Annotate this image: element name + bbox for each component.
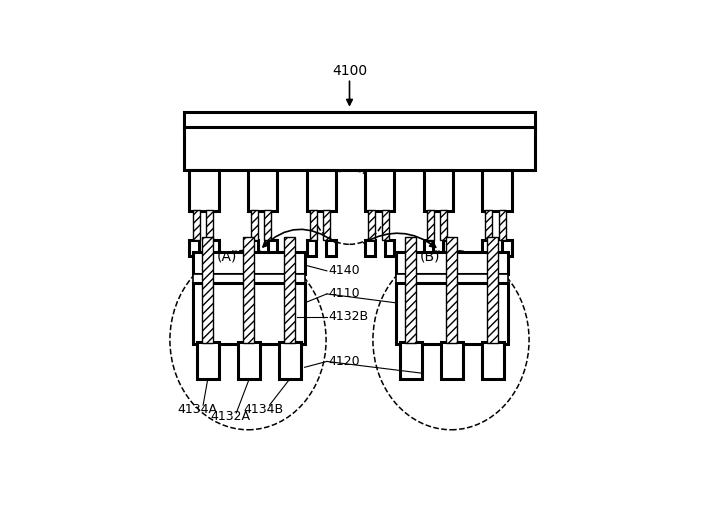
Bar (193, 274, 305, 285)
Bar (427, 210, 434, 240)
Bar (396, 274, 508, 285)
Bar (279, 342, 301, 379)
Bar (285, 237, 295, 343)
Bar (206, 210, 213, 240)
Bar (268, 240, 278, 256)
Bar (487, 237, 498, 343)
Bar (209, 240, 219, 256)
Bar (447, 237, 457, 343)
Bar (502, 240, 512, 256)
Text: 4134A: 4134A (177, 403, 217, 416)
Bar (482, 342, 504, 379)
Bar (248, 170, 278, 211)
Text: 4132A: 4132A (210, 410, 250, 423)
Bar (396, 283, 508, 344)
Bar (326, 240, 336, 256)
Bar (243, 237, 254, 343)
Bar (238, 342, 259, 379)
Bar (203, 237, 213, 343)
Text: 4132B: 4132B (329, 310, 369, 323)
Text: 4120: 4120 (329, 355, 360, 368)
Bar (365, 240, 375, 256)
Text: 4100: 4100 (332, 63, 367, 78)
Bar (443, 240, 453, 256)
Text: 4110: 4110 (329, 287, 360, 301)
Bar (306, 170, 336, 211)
Bar (485, 210, 492, 240)
Bar (385, 240, 395, 256)
Bar (184, 112, 535, 129)
Bar (189, 170, 219, 211)
Bar (423, 170, 453, 211)
Bar (405, 237, 416, 343)
Text: 4140: 4140 (329, 264, 360, 277)
Bar (306, 240, 316, 256)
Bar (251, 210, 258, 240)
Bar (482, 240, 492, 256)
Bar (498, 210, 505, 240)
Bar (400, 342, 422, 379)
Bar (197, 342, 219, 379)
Bar (323, 210, 330, 240)
Bar (193, 252, 305, 274)
Bar (441, 342, 463, 379)
Bar (381, 210, 388, 240)
Bar (193, 210, 200, 240)
Bar (423, 240, 433, 256)
Bar (189, 240, 199, 256)
Bar (264, 210, 271, 240)
Bar (193, 283, 305, 344)
Bar (248, 240, 258, 256)
Bar (368, 210, 375, 240)
Bar (482, 170, 512, 211)
Bar (310, 210, 317, 240)
Text: (A): (A) (217, 249, 237, 263)
Bar (365, 170, 395, 211)
Bar (396, 252, 508, 274)
Text: (B): (B) (419, 249, 440, 263)
Bar (184, 127, 535, 170)
Text: 4134B: 4134B (243, 403, 284, 416)
Bar (440, 210, 447, 240)
